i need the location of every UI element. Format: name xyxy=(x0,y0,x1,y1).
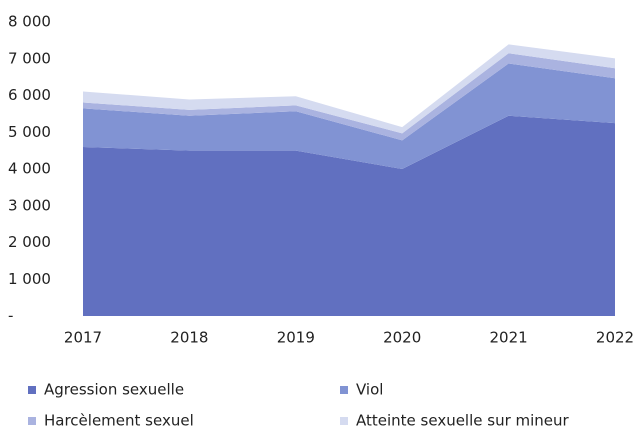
legend-swatch xyxy=(340,417,348,425)
y-tick-label: - xyxy=(8,307,13,325)
y-tick-label: 1 000 xyxy=(8,270,51,288)
area xyxy=(83,115,615,317)
x-tick-label: 2022 xyxy=(596,329,634,347)
legend-label: Agression sexuelle xyxy=(44,381,184,399)
legend-label: Atteinte sexuelle sur mineur xyxy=(356,412,570,430)
x-tick-label: 2020 xyxy=(383,329,421,347)
x-tick-label: 2017 xyxy=(64,329,102,347)
x-tick-label: 2019 xyxy=(277,329,315,347)
y-tick-label: 4 000 xyxy=(8,160,51,178)
legend-label: Harcèlement sexuel xyxy=(44,412,194,430)
legend-swatch xyxy=(28,386,36,394)
legend-swatch xyxy=(340,386,348,394)
x-tick-label: 2018 xyxy=(170,329,208,347)
area xyxy=(83,53,615,141)
area xyxy=(83,44,615,134)
y-tick-label: 5 000 xyxy=(8,123,51,141)
x-tick-label: 2021 xyxy=(490,329,528,347)
y-tick-label: 3 000 xyxy=(8,196,51,214)
legend-swatch xyxy=(28,417,36,425)
y-tick-label: 2 000 xyxy=(8,233,51,251)
legend-label: Viol xyxy=(356,381,383,399)
y-tick-label: 7 000 xyxy=(8,49,51,67)
area xyxy=(83,63,615,170)
y-tick-label: 8 000 xyxy=(8,13,51,31)
y-tick-label: 6 000 xyxy=(8,86,51,104)
